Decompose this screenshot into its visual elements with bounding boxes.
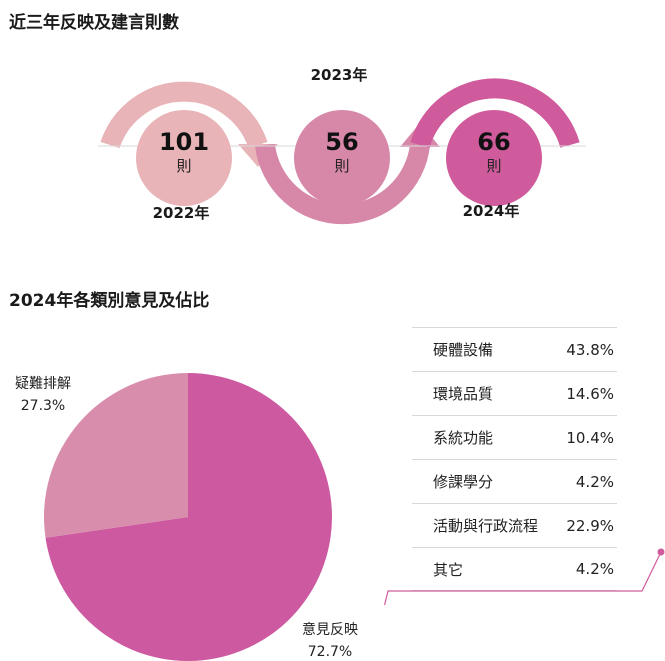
arc-2023 [255,143,430,225]
category-pie-chart: 意見反映 72.7% 疑難排解 27.3% [15,373,358,661]
row-category: 系統功能 [433,429,494,447]
subcategory-table: 硬體設備 43.8% 環境品質 14.6% 系統功能 10.4% 修課學分 4.2% 活動與行政… [412,327,617,591]
row-category: 活動與行政流程 [433,517,539,535]
row-percent: 43.8% [566,340,614,359]
connector-line [383,548,665,605]
count-unit: 則 [334,157,349,175]
row-category: 硬體設備 [433,341,494,359]
count-unit: 則 [176,157,191,175]
row-category: 其它 [433,560,464,579]
year-label: 2024年 [463,202,520,220]
pie-value: 27.3% [21,398,65,414]
row-percent: 14.6% [566,384,614,403]
table-row: 修課學分 4.2% [412,459,617,503]
count-value: 56 [325,128,358,156]
year-node-1 [294,110,390,206]
row-percent: 22.9% [566,516,614,535]
pie-slice [43,373,189,538]
year-label: 2022年 [153,204,210,222]
arc-2024 [410,78,580,149]
year-label: 2023年 [311,66,368,84]
row-percent: 10.4% [566,428,614,447]
pie-label: 疑難排解 [15,376,71,392]
table-row: 硬體設備 43.8% [412,327,617,371]
count-unit: 則 [486,157,501,175]
year-node-0 [136,110,232,206]
row-category: 修課學分 [433,473,494,491]
categories-heading: 2024年各類別意見及佔比 [9,291,210,311]
count-value: 66 [477,128,510,156]
count-value: 101 [159,128,209,156]
trend-heading: 近三年反映及建言則數 [9,13,179,33]
table-row: 系統功能 10.4% [412,415,617,459]
arc-2022 [100,81,268,149]
table-row: 活動與行政流程 22.9% [412,503,617,547]
pie-label: 意見反映 [302,621,358,638]
pie-slice [45,373,332,661]
year-node-2 [446,110,542,206]
row-percent: 4.2% [575,472,614,491]
row-category: 環境品質 [433,385,494,403]
pie-value: 72.7% [308,644,352,660]
row-percent: 4.2% [575,560,614,578]
table-row: 環境品質 14.6% [412,371,617,415]
